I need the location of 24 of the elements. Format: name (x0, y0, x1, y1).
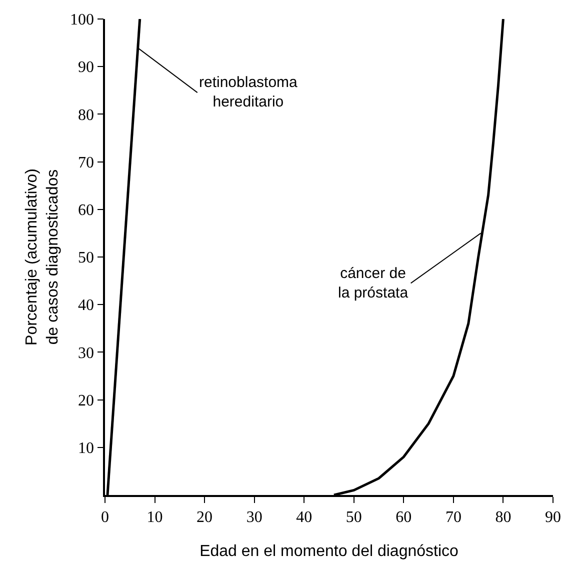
y-tick-label: 30 (78, 344, 94, 362)
y-tick-label: 50 (78, 250, 94, 267)
x-tick-label: 10 (146, 508, 163, 526)
x-tick-label: 50 (346, 508, 362, 526)
x-tick-label: 60 (396, 508, 412, 526)
y-tick-label: 60 (78, 202, 94, 219)
y-tick-label: 20 (78, 392, 94, 410)
x-tick-label: 40 (296, 508, 312, 526)
annotation: retinoblastoma hereditario (199, 74, 298, 110)
y-tick-label: 10 (78, 440, 94, 457)
x-tick-label: 80 (495, 508, 512, 526)
y-axis-title: Porcentaje (acumulativo) de casos diagnosticados (24, 168, 62, 346)
x-tick-label: 90 (545, 508, 561, 526)
y-tick-label: 90 (78, 59, 94, 76)
y-tick-label: 100 (70, 12, 94, 29)
y-tick-label: 70 (78, 154, 94, 172)
x-tick-label: 0 (101, 508, 109, 526)
x-axis-title: Edad en el momento del diagnóstico (200, 543, 459, 560)
y-tick-label: 80 (78, 106, 94, 124)
x-tick-label: 30 (246, 508, 262, 526)
x-tick-label: 20 (196, 508, 213, 526)
y-tick-label: 40 (78, 297, 94, 314)
annotation: cáncer de la próstata (338, 265, 409, 302)
x-tick-label: 70 (445, 508, 462, 526)
